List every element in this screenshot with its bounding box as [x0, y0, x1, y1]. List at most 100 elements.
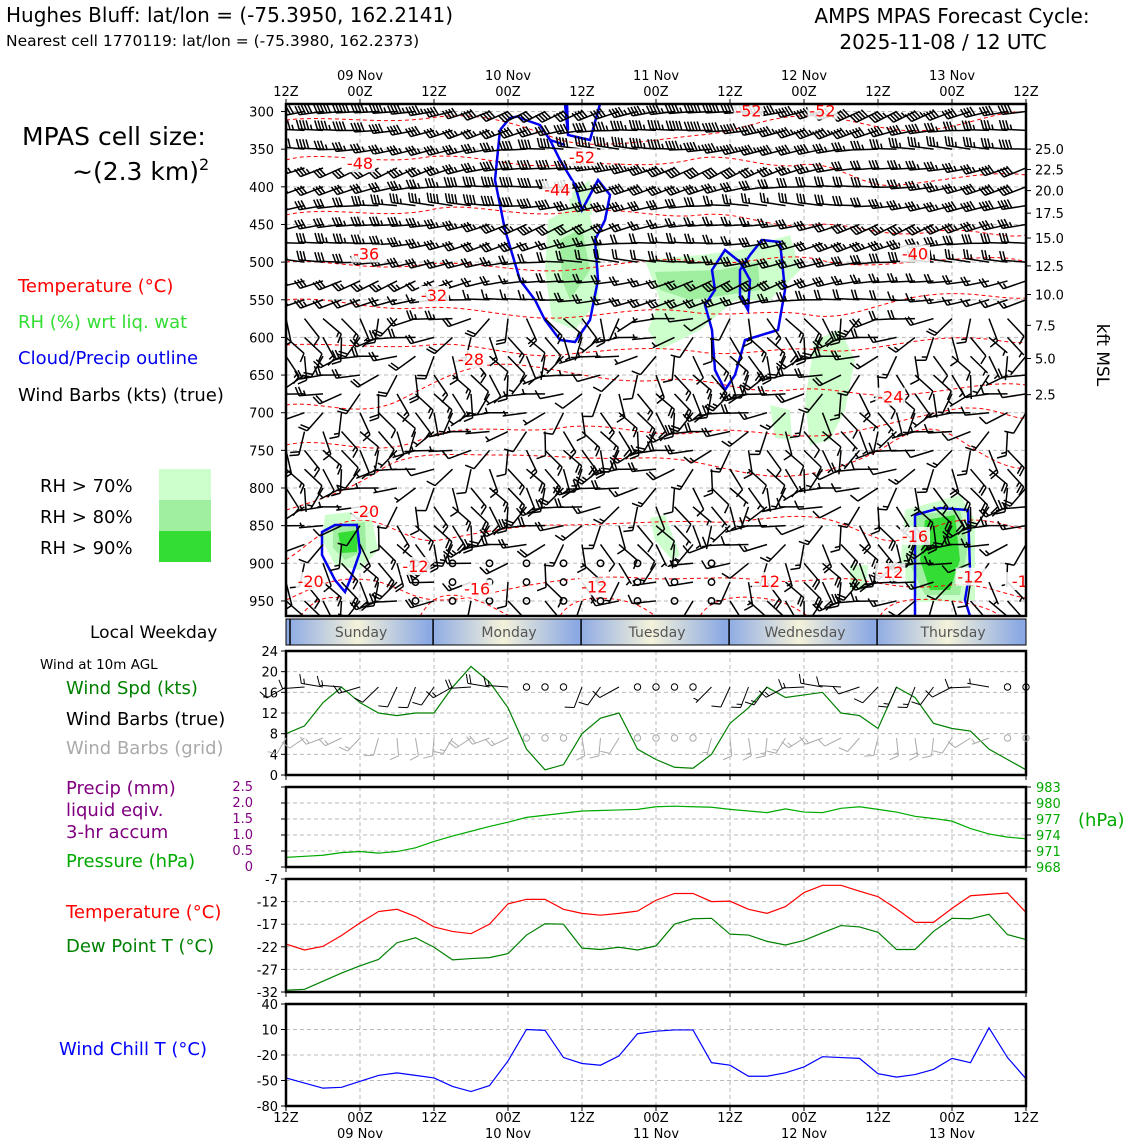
barb-flag — [854, 241, 863, 250]
barb-flag — [523, 159, 529, 170]
barb-flag — [784, 144, 791, 154]
barb-flag — [959, 186, 967, 196]
barb-staff — [687, 223, 712, 228]
barb-flag — [554, 498, 559, 508]
wind-barb — [386, 180, 416, 192]
barb-flag — [1004, 430, 1014, 435]
wind-barb — [756, 125, 786, 138]
barb-flag — [503, 128, 511, 137]
wind-barb — [959, 164, 990, 175]
barb-staff — [719, 581, 731, 605]
barb-flag — [441, 221, 449, 231]
barb-flag — [963, 501, 969, 511]
barb-flag — [891, 137, 896, 148]
barb-staff — [818, 242, 842, 253]
barb-staff — [521, 280, 546, 284]
barb-half — [364, 562, 370, 568]
wind-barb — [259, 121, 287, 131]
barb-flag — [704, 255, 711, 265]
barb-flag — [462, 289, 467, 300]
barb-staff — [544, 336, 562, 357]
barb-flag — [571, 237, 578, 247]
barb-half — [446, 407, 451, 413]
barb-flag — [652, 199, 658, 209]
barb-half — [441, 391, 447, 397]
barb-flag — [983, 119, 988, 130]
barb-half — [934, 240, 939, 246]
barb-flag — [463, 144, 470, 154]
barb-flag — [629, 249, 633, 260]
barb-staff — [485, 242, 509, 253]
barb-flag — [407, 168, 416, 177]
barb-half — [490, 145, 495, 152]
wind-barb — [774, 239, 805, 251]
temp-label: -24 — [877, 388, 903, 407]
wind-barb — [576, 412, 587, 442]
kft-tick-label: 25.0 — [1035, 143, 1064, 158]
barb-half — [313, 466, 319, 472]
temp-label-bg — [875, 563, 906, 582]
barb-staff — [895, 468, 916, 485]
barb-staff — [705, 223, 731, 227]
barb-flag — [852, 255, 858, 265]
barb-flag — [738, 295, 745, 305]
barb-flag — [429, 192, 433, 203]
barb-staff — [836, 242, 860, 253]
wind-barb — [559, 559, 568, 568]
barb-flag — [356, 122, 362, 132]
barb-flag — [386, 170, 395, 179]
barb-flag — [868, 442, 874, 452]
barb-flag — [930, 122, 936, 132]
barb-flag — [647, 139, 652, 149]
barb-half — [839, 278, 843, 285]
barb-flag — [735, 489, 744, 498]
barb-flag — [297, 105, 304, 115]
barb-staff — [784, 600, 796, 616]
barb-flag — [802, 143, 810, 153]
barb-flag — [668, 232, 673, 243]
wind-barb — [978, 299, 1008, 309]
barb-half — [608, 429, 614, 435]
barb-flag — [553, 125, 559, 135]
wind-barb — [286, 374, 305, 389]
barb-half — [716, 599, 722, 602]
barb-flag — [353, 104, 359, 113]
barb-half — [661, 143, 665, 149]
barb-half — [632, 316, 636, 323]
barb-half — [465, 388, 469, 394]
barb-flag — [454, 194, 458, 204]
barb-flag — [464, 332, 474, 338]
barb-flag — [445, 145, 452, 155]
wind-barb — [997, 368, 1026, 378]
barb-flag — [867, 598, 874, 607]
barb-flag — [811, 578, 819, 588]
barb-flag — [742, 341, 753, 348]
barb-flag — [449, 177, 455, 187]
barb-staff — [322, 581, 342, 599]
barb-staff — [466, 223, 490, 233]
barb-flag — [596, 183, 603, 192]
wind-barb — [692, 374, 713, 400]
barb-flag — [449, 378, 459, 386]
barb-staff — [563, 318, 583, 335]
barb-flag — [670, 198, 677, 208]
wind-barb — [645, 199, 675, 211]
barb-flag — [823, 434, 832, 442]
barb-flag — [595, 447, 601, 457]
barb-half — [709, 220, 714, 226]
barb-flag — [538, 160, 544, 170]
barb-flag — [259, 121, 262, 130]
barb-staff — [539, 146, 564, 150]
wind-barb — [795, 176, 823, 188]
barb-flag — [580, 181, 588, 191]
barb-staff — [483, 204, 509, 207]
wind-barb — [720, 535, 749, 546]
wind-barb — [886, 272, 916, 283]
rh-area — [655, 262, 760, 300]
wind-barb — [729, 468, 744, 498]
barb-half — [879, 202, 883, 208]
wind-barb — [448, 578, 457, 587]
barb-flag — [427, 178, 433, 188]
barb-flag — [867, 333, 874, 343]
wind-barb — [499, 176, 527, 188]
